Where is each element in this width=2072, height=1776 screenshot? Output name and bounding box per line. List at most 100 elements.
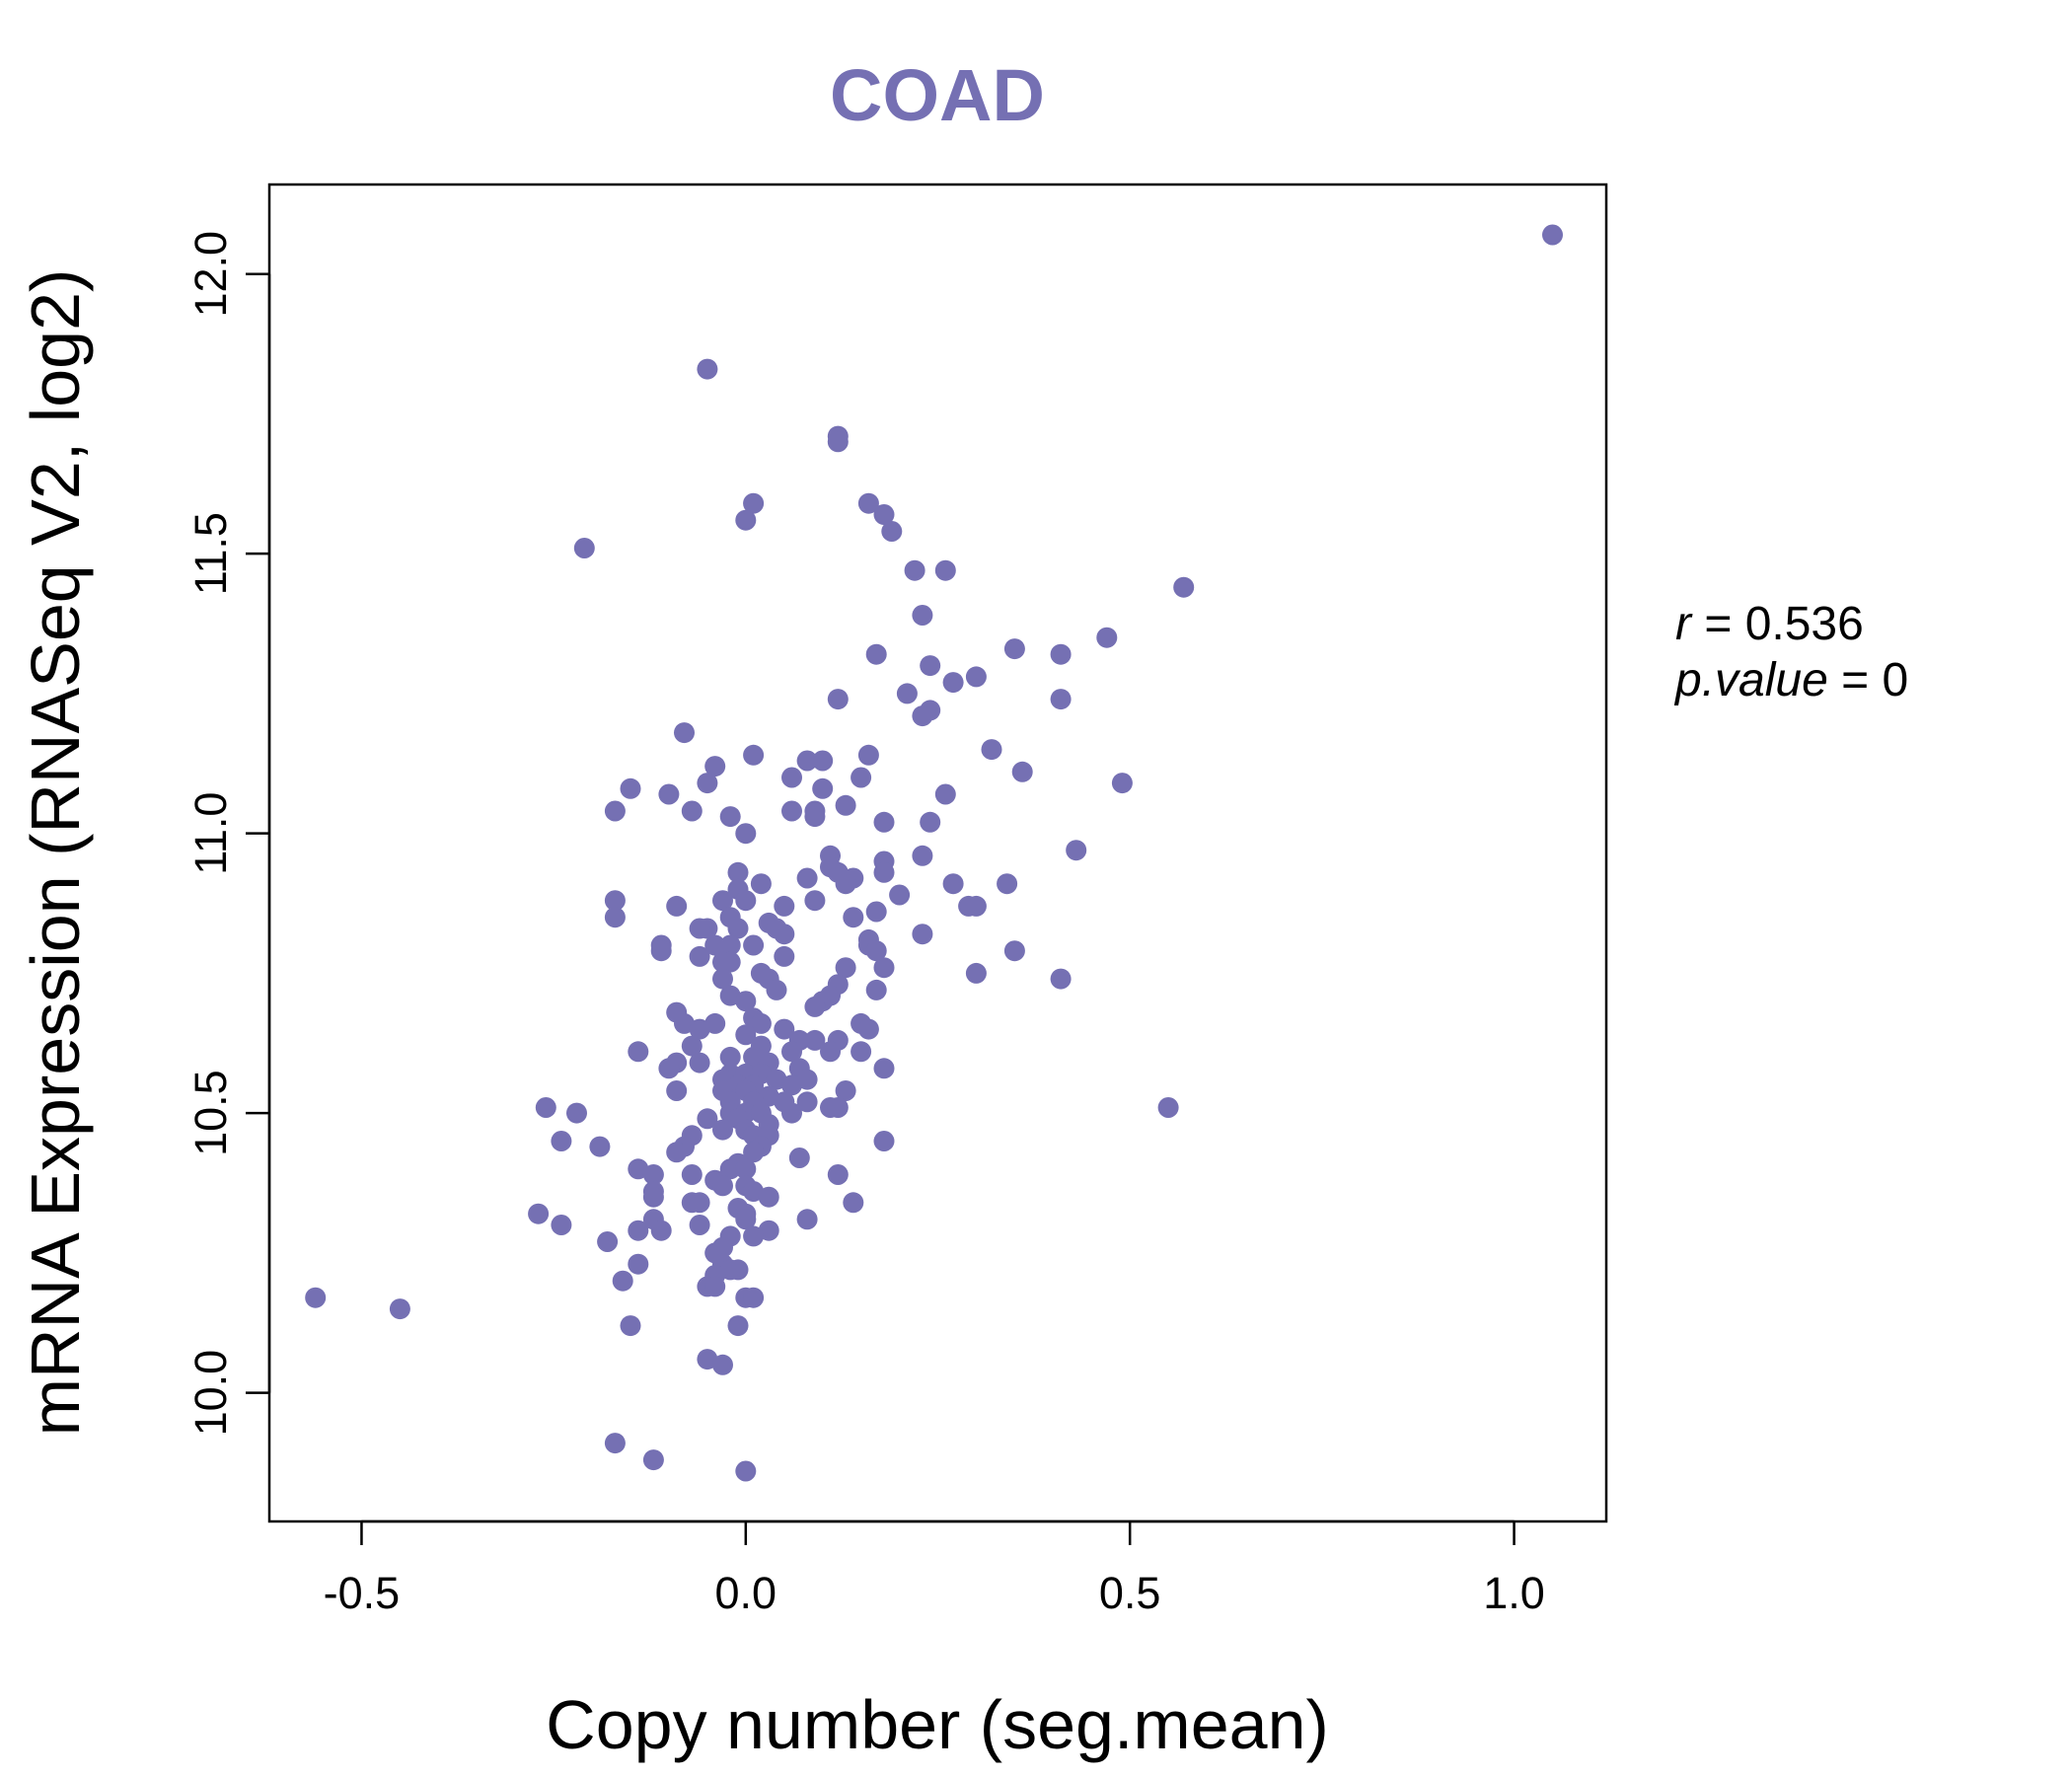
data-point-123 <box>689 1018 710 1040</box>
data-point-17 <box>1003 638 1025 660</box>
x-tick-label: 1.0 <box>1483 1568 1545 1618</box>
data-point-142 <box>873 1058 895 1079</box>
data-point-27 <box>674 722 695 744</box>
data-point-203 <box>843 1192 864 1214</box>
data-point-72 <box>804 890 826 912</box>
data-point-204 <box>528 1203 550 1224</box>
data-point-180 <box>589 1136 611 1157</box>
data-point-76 <box>965 895 987 917</box>
data-point-70 <box>735 890 757 912</box>
chart-title: COAD <box>830 54 1045 136</box>
x-tick-label: 0.0 <box>715 1568 777 1618</box>
data-point-30 <box>857 744 879 766</box>
r-value: 0.536 <box>1745 598 1864 650</box>
data-point-169 <box>566 1102 587 1124</box>
x-axis-label: Copy number (seg.mean) <box>546 1686 1329 1763</box>
data-point-18 <box>1050 643 1072 665</box>
data-point-6 <box>735 509 757 531</box>
data-point-22 <box>896 683 918 704</box>
data-point-69 <box>712 890 733 912</box>
data-point-63 <box>835 873 856 895</box>
data-point-164 <box>1157 1097 1179 1118</box>
y-tick-label: 11.5 <box>185 512 236 595</box>
data-point-31 <box>796 750 818 772</box>
data-point-151 <box>781 1074 802 1096</box>
data-point-170 <box>697 1108 718 1130</box>
data-point-41 <box>658 783 680 805</box>
data-point-220 <box>628 1253 649 1275</box>
data-point-92 <box>743 934 765 956</box>
data-point-216 <box>597 1231 619 1252</box>
data-point-71 <box>604 890 626 912</box>
data-point-36 <box>851 767 872 788</box>
data-point-33 <box>704 756 726 777</box>
data-point-131 <box>628 1041 649 1063</box>
data-point-226 <box>704 1276 726 1297</box>
data-point-38 <box>1111 773 1133 794</box>
data-point-5 <box>743 492 765 514</box>
data-point-29 <box>743 744 765 766</box>
data-point-162 <box>827 1097 849 1118</box>
data-point-201 <box>689 1192 710 1214</box>
data-point-51 <box>920 811 941 833</box>
data-point-138 <box>689 1052 710 1073</box>
data-point-97 <box>689 945 710 967</box>
data-point-125 <box>735 1024 757 1046</box>
data-point-73 <box>666 895 688 917</box>
data-point-105 <box>965 962 987 984</box>
r-label: r <box>1675 598 1693 650</box>
y-axis: 10.0 10.5 11.0 11.5 12.0 <box>185 231 271 1436</box>
data-point-173 <box>712 1119 733 1141</box>
data-point-91 <box>719 934 741 956</box>
data-point-194 <box>712 1175 733 1197</box>
data-point-133 <box>820 1041 841 1063</box>
data-point-28 <box>981 739 1002 761</box>
data-point-207 <box>796 1209 818 1230</box>
data-point-228 <box>743 1287 765 1308</box>
data-point-100 <box>719 951 741 973</box>
data-point-37 <box>697 773 718 794</box>
data-point-67 <box>942 873 964 895</box>
data-point-35 <box>781 767 802 788</box>
data-point-232 <box>620 1315 641 1337</box>
data-point-115 <box>804 996 826 1017</box>
data-point-78 <box>604 907 626 928</box>
data-point-132 <box>781 1041 802 1063</box>
data-point-184 <box>743 1142 765 1163</box>
pvalue-value: 0 <box>1882 654 1908 706</box>
data-point-52 <box>735 823 757 845</box>
pvalue-annotation: p.value = 0 <box>1673 654 1908 706</box>
data-point-12 <box>934 559 956 581</box>
data-point-4 <box>827 431 849 453</box>
data-point-234 <box>712 1354 733 1375</box>
data-point-42 <box>934 783 956 805</box>
data-point-96 <box>650 940 672 962</box>
data-point-198 <box>642 1186 664 1208</box>
data-point-26 <box>912 705 933 727</box>
x-axis: -0.5 0.0 0.5 1.0 <box>324 1519 1545 1618</box>
data-point-20 <box>965 666 987 688</box>
data-point-64 <box>750 873 772 895</box>
data-point-8 <box>873 504 895 525</box>
data-point-90 <box>704 934 726 956</box>
data-point-120 <box>750 1012 772 1034</box>
x-tick-label: -0.5 <box>324 1568 401 1618</box>
data-point-32 <box>812 750 834 772</box>
data-point-187 <box>719 1158 741 1180</box>
data-point-192 <box>681 1164 703 1185</box>
data-point-112 <box>865 979 887 1000</box>
y-axis-label: mRNA Expression (RNASeq V2, log2) <box>17 269 94 1437</box>
data-point-231 <box>727 1315 749 1337</box>
data-point-77 <box>865 901 887 923</box>
data-point-210 <box>551 1215 572 1235</box>
data-point-9 <box>881 521 903 542</box>
data-point-224 <box>612 1270 633 1292</box>
data-point-45 <box>835 794 856 816</box>
data-point-66 <box>997 873 1018 895</box>
data-point-46 <box>604 800 626 822</box>
r-equals: = <box>1691 598 1745 650</box>
data-point-229 <box>305 1287 327 1308</box>
data-point-40 <box>812 777 834 799</box>
data-point-127 <box>804 1029 826 1051</box>
